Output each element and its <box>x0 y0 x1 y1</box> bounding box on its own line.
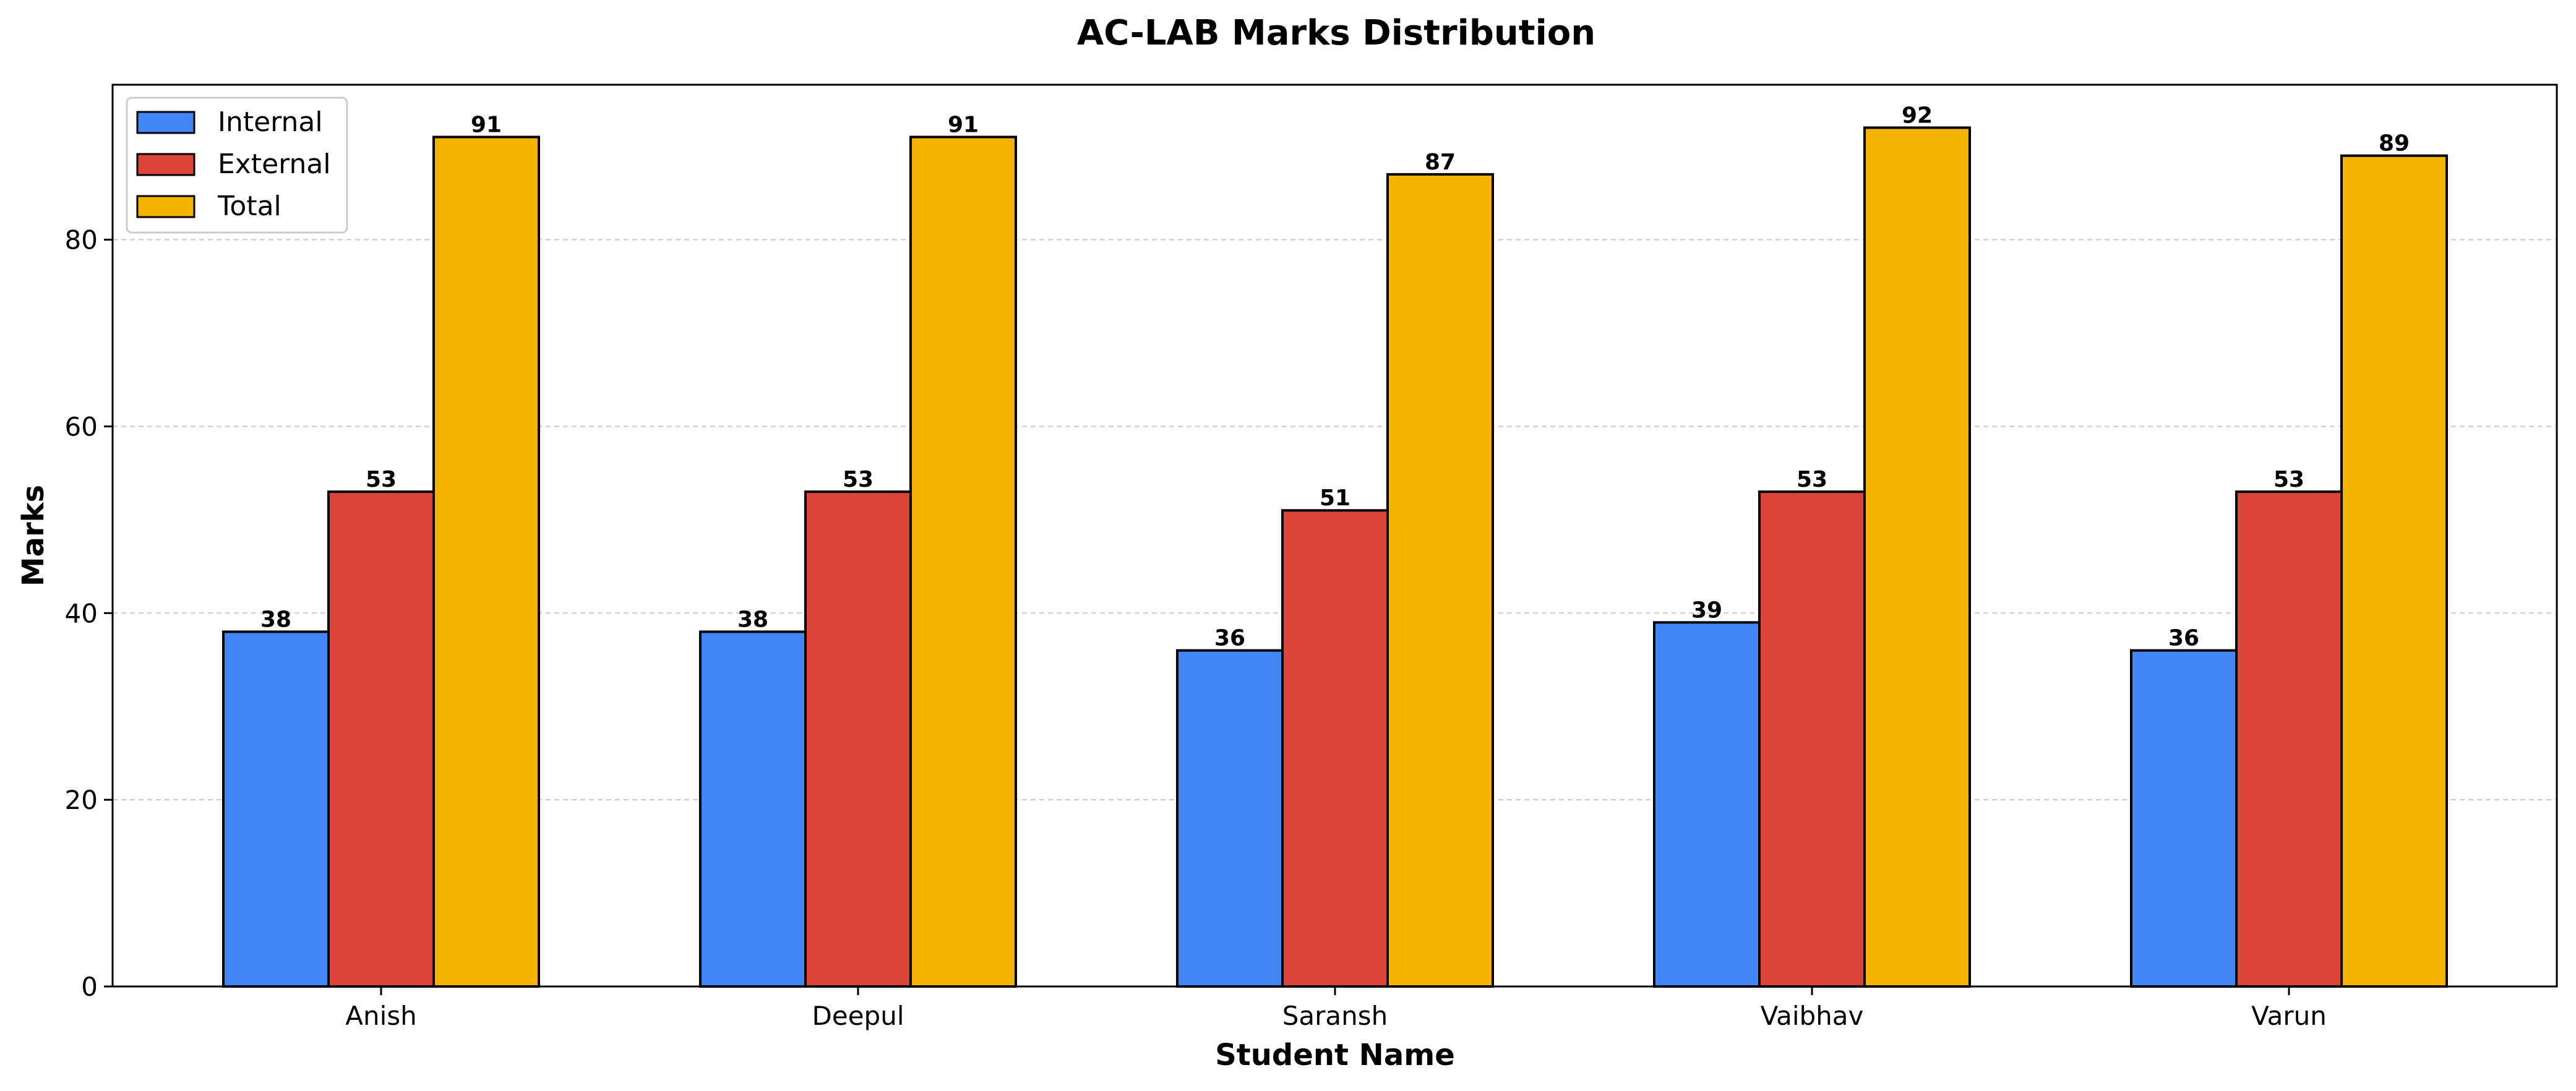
bar-internal-deepul <box>699 630 807 988</box>
x-tick-label: Anish <box>345 1001 417 1031</box>
x-tick-label: Deepul <box>812 1001 904 1031</box>
bars <box>222 126 2448 988</box>
y-tick-label: 20 <box>65 785 98 815</box>
bar-value-label: 53 <box>366 467 397 492</box>
bar-external-saransh <box>1281 509 1389 988</box>
x-tick-label: Varun <box>2251 1001 2327 1031</box>
bar-value-label: 38 <box>260 607 291 632</box>
bar-value-label: 36 <box>2168 626 2199 651</box>
legend: Internal External Total <box>126 96 348 234</box>
legend-label-external: External <box>218 148 331 180</box>
bar-external-vaibhav <box>1758 490 1866 988</box>
bar-internal-anish <box>222 630 330 988</box>
y-axis-label: Marks <box>16 485 51 586</box>
bar-value-label: 53 <box>2273 467 2304 492</box>
legend-swatch-internal <box>136 111 195 134</box>
y-tick-label: 80 <box>65 225 98 255</box>
legend-items: Internal External Total <box>136 106 331 222</box>
y-axis-ticks: 0 20 40 60 80 <box>65 225 113 1002</box>
bar-total-varun <box>2340 154 2448 988</box>
legend-label-total: Total <box>217 190 281 222</box>
bar-total-deepul <box>909 135 1017 988</box>
legend-label-internal: Internal <box>218 106 323 138</box>
legend-swatch-external <box>136 153 195 176</box>
y-tick-label: 40 <box>65 598 98 628</box>
x-tick-label: Saransh <box>1282 1001 1388 1031</box>
y-tick-label: 0 <box>81 972 98 1002</box>
bar-external-varun <box>2235 490 2343 988</box>
bar-total-saransh <box>1386 173 1494 988</box>
bar-value-label: 39 <box>1691 597 1722 623</box>
bar-internal-varun <box>2130 649 2238 988</box>
bar-internal-vaibhav <box>1653 621 1761 988</box>
bar-total-anish <box>432 135 540 988</box>
bar-total-vaibhav <box>1863 126 1971 988</box>
x-tick-label: Vaibhav <box>1761 1001 1864 1031</box>
legend-swatch-total <box>136 195 195 218</box>
x-axis-ticks: Anish Deepul Saransh Vaibhav Varun <box>345 986 2327 1031</box>
bar-value-label: 53 <box>843 467 874 492</box>
bar-value-label: 51 <box>1320 486 1350 511</box>
bar-value-label: 89 <box>2379 131 2410 156</box>
bar-value-label: 92 <box>1902 103 1933 128</box>
bar-value-label: 36 <box>1214 626 1245 651</box>
bar-labels: 38 53 91 38 53 91 36 51 87 39 53 92 36 53 89 <box>260 103 2410 651</box>
bar-internal-saransh <box>1176 649 1284 988</box>
bar-value-label: 91 <box>948 113 979 138</box>
bar-external-anish <box>327 490 435 988</box>
bar-value-label: 87 <box>1425 150 1456 175</box>
bar-external-deepul <box>804 490 912 988</box>
bar-value-label: 53 <box>1797 467 1827 492</box>
chart-title: AC-LAB Marks Distribution <box>1077 13 1595 53</box>
x-axis-label: Student Name <box>1215 1038 1455 1072</box>
bar-value-label: 38 <box>737 607 768 632</box>
y-tick-label: 60 <box>65 411 98 442</box>
bar-value-label: 91 <box>471 113 502 138</box>
